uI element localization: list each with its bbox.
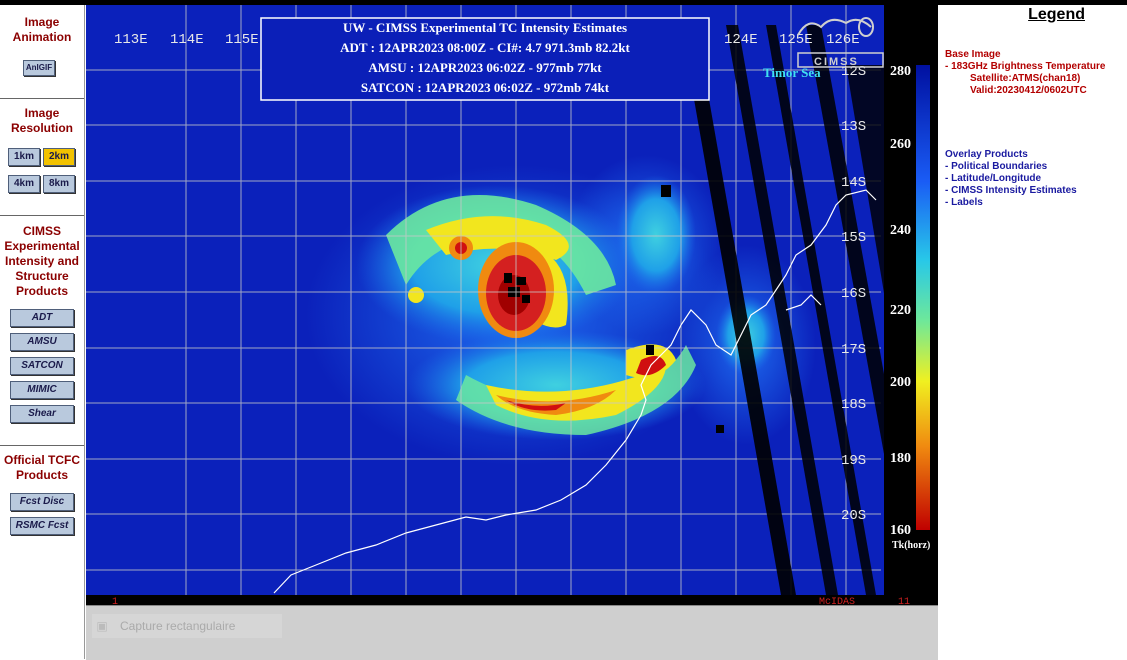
overlay-item: - CIMSS Intensity Estimates xyxy=(945,185,1077,196)
divider xyxy=(0,215,84,216)
base-image-product: - 183GHz Brightness Temperature xyxy=(945,61,1106,72)
swath-gaps xyxy=(646,25,886,595)
colorbar-tick-220: 220 xyxy=(890,303,911,318)
top-border xyxy=(0,0,1127,5)
amsu-button[interactable]: AMSU xyxy=(10,333,74,351)
divider xyxy=(0,98,84,99)
animgif-button[interactable]: AnIGIF xyxy=(23,60,55,76)
satellite-image-svg: 280 260 240 220 200 180 160 Tk(horz) 1 M… xyxy=(86,5,938,605)
intensity-info-box: UW - CIMSS Experimental TC Intensity Est… xyxy=(260,17,710,101)
capture-icon: ▣ xyxy=(96,619,108,633)
satcon-button[interactable]: SATCON xyxy=(10,357,74,375)
lat-label: 12S xyxy=(841,64,866,80)
lat-lon-grid xyxy=(86,5,881,595)
lon-label: 125E xyxy=(779,32,813,48)
cimss-logo: CIMSS xyxy=(797,17,884,68)
lon-label: 115E xyxy=(225,32,259,48)
colorbar-tick-200: 200 xyxy=(890,375,911,390)
res-8km-button[interactable]: 8km xyxy=(43,175,75,193)
overlay-heading: Overlay Products xyxy=(945,149,1028,160)
divider xyxy=(0,445,84,446)
lat-labels: 12S 13S 14S 15S 16S 17S 18S 19S 20S xyxy=(841,64,866,524)
footer-far: 11 xyxy=(898,597,910,605)
colorbar-tick-240: 240 xyxy=(890,223,911,238)
lat-label: 16S xyxy=(841,286,866,302)
colorbar-tick-260: 260 xyxy=(890,137,911,152)
left-sidebar: Image Animation AnIGIF Image Resolution … xyxy=(0,5,85,659)
info-adt: ADT : 12APR2023 08:00Z - CI#: 4.7 971.3m… xyxy=(340,40,630,55)
legend-panel: Legend Base Image - 183GHz Brightness Te… xyxy=(940,5,1127,605)
lat-label: 20S xyxy=(841,508,866,524)
satellite-image[interactable]: 280 260 240 220 200 180 160 Tk(horz) 1 M… xyxy=(86,5,938,605)
adt-button[interactable]: ADT xyxy=(10,309,74,327)
overlay-item: - Political Boundaries xyxy=(945,161,1048,172)
overlay-item: - Latitude/Longitude xyxy=(945,173,1042,184)
colorbar-tick-180: 180 xyxy=(890,451,911,466)
lat-label: 18S xyxy=(841,397,866,413)
info-amsu: AMSU : 12APR2023 06:02Z - 977mb 77kt xyxy=(368,60,602,75)
colorbar-unit: Tk(horz) xyxy=(892,540,930,551)
colorbar xyxy=(916,65,930,530)
animation-section-title: Image Animation xyxy=(12,15,72,44)
footer-left: 1 xyxy=(112,597,118,605)
lat-label: 15S xyxy=(841,230,866,246)
res-2km-button[interactable]: 2km xyxy=(43,148,75,166)
capture-rectangle-button[interactable]: ▣ Capture rectangulaire xyxy=(92,614,282,638)
fcst-disc-button[interactable]: Fcst Disc xyxy=(10,493,74,511)
info-title: UW - CIMSS Experimental TC Intensity Est… xyxy=(343,20,627,35)
capture-label: Capture rectangulaire xyxy=(120,619,236,633)
mimic-button[interactable]: MIMIC xyxy=(10,381,74,399)
lon-label: 114E xyxy=(170,32,204,48)
region-label: Timor Sea xyxy=(763,65,821,80)
mcidas-footer xyxy=(86,595,884,605)
lon-label: 124E xyxy=(724,32,758,48)
base-image-valid: Valid:20230412/0602UTC xyxy=(970,85,1087,96)
base-image-heading: Base Image xyxy=(945,49,1001,60)
lat-label: 13S xyxy=(841,119,866,135)
rsmc-fcst-button[interactable]: RSMC Fcst xyxy=(10,517,74,535)
lat-label: 19S xyxy=(841,453,866,469)
base-image-satellite: Satellite:ATMS(chan18) xyxy=(970,73,1081,84)
resolution-section-title: Image Resolution xyxy=(11,106,73,135)
shear-button[interactable]: Shear xyxy=(10,405,74,423)
lon-labels: 113E 114E 115E 124E 125E 126E xyxy=(114,32,860,48)
lon-label: 113E xyxy=(114,32,148,48)
footer-mcidas: McIDAS xyxy=(819,597,855,605)
lat-label: 17S xyxy=(841,342,866,358)
res-1km-button[interactable]: 1km xyxy=(8,148,40,166)
colorbar-tick-280: 280 xyxy=(890,64,911,79)
legend-title: Legend xyxy=(1028,6,1085,23)
tcfc-section-title: Official TCFC Products xyxy=(3,453,80,482)
overlay-item: - Labels xyxy=(945,197,983,208)
logo-text: CIMSS xyxy=(814,56,859,68)
coastline xyxy=(273,189,877,594)
cimss-section-title: CIMSS Experimental Intensity and Structu… xyxy=(4,224,80,298)
lat-label: 14S xyxy=(841,175,866,191)
colorbar-ticks: 280 260 240 220 200 180 160 Tk(horz) xyxy=(890,64,930,551)
info-satcon: SATCON : 12APR2023 06:02Z - 972mb 74kt xyxy=(361,80,610,95)
res-4km-button[interactable]: 4km xyxy=(8,175,40,193)
lon-label: 126E xyxy=(826,32,860,48)
colorbar-tick-160: 160 xyxy=(890,523,911,538)
